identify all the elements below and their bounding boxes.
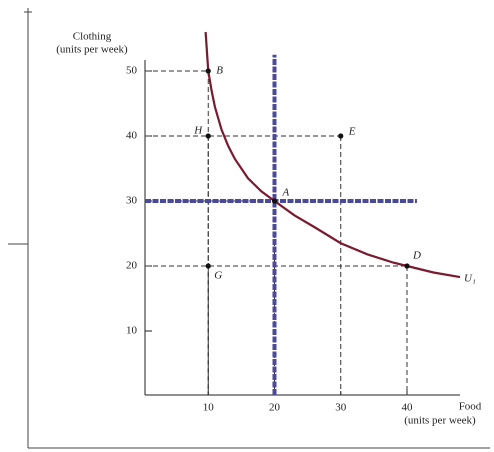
point — [404, 263, 410, 269]
point — [271, 198, 278, 204]
point — [205, 133, 211, 139]
y-axis-label: Clothing — [73, 31, 112, 43]
x-tick-label: 20 — [269, 402, 281, 414]
point — [338, 133, 344, 139]
x-axis-label: (units per week) — [404, 415, 476, 427]
point-label: B — [216, 65, 223, 77]
x-tick-label: 30 — [335, 402, 347, 414]
y-axis-label: (units per week) — [56, 44, 128, 56]
x-axis-label: Food — [459, 401, 482, 413]
y-tick-label: 50 — [126, 65, 138, 77]
x-tick-label: 10 — [203, 402, 215, 414]
indifference-curve — [204, 31, 461, 279]
point — [205, 68, 211, 74]
point-label: A — [282, 187, 290, 199]
y-tick-label: 20 — [126, 260, 138, 272]
y-tick-label: 30 — [126, 195, 138, 207]
point-label: E — [348, 126, 356, 138]
point-label: D — [412, 250, 421, 262]
point-label: G — [214, 270, 222, 282]
x-tick-label: 40 — [402, 402, 414, 414]
point — [205, 263, 211, 269]
curve-label: U₁ — [464, 273, 476, 285]
y-tick-label: 40 — [126, 130, 138, 142]
y-tick-label: 10 — [126, 325, 138, 337]
point-label: H — [193, 125, 203, 137]
